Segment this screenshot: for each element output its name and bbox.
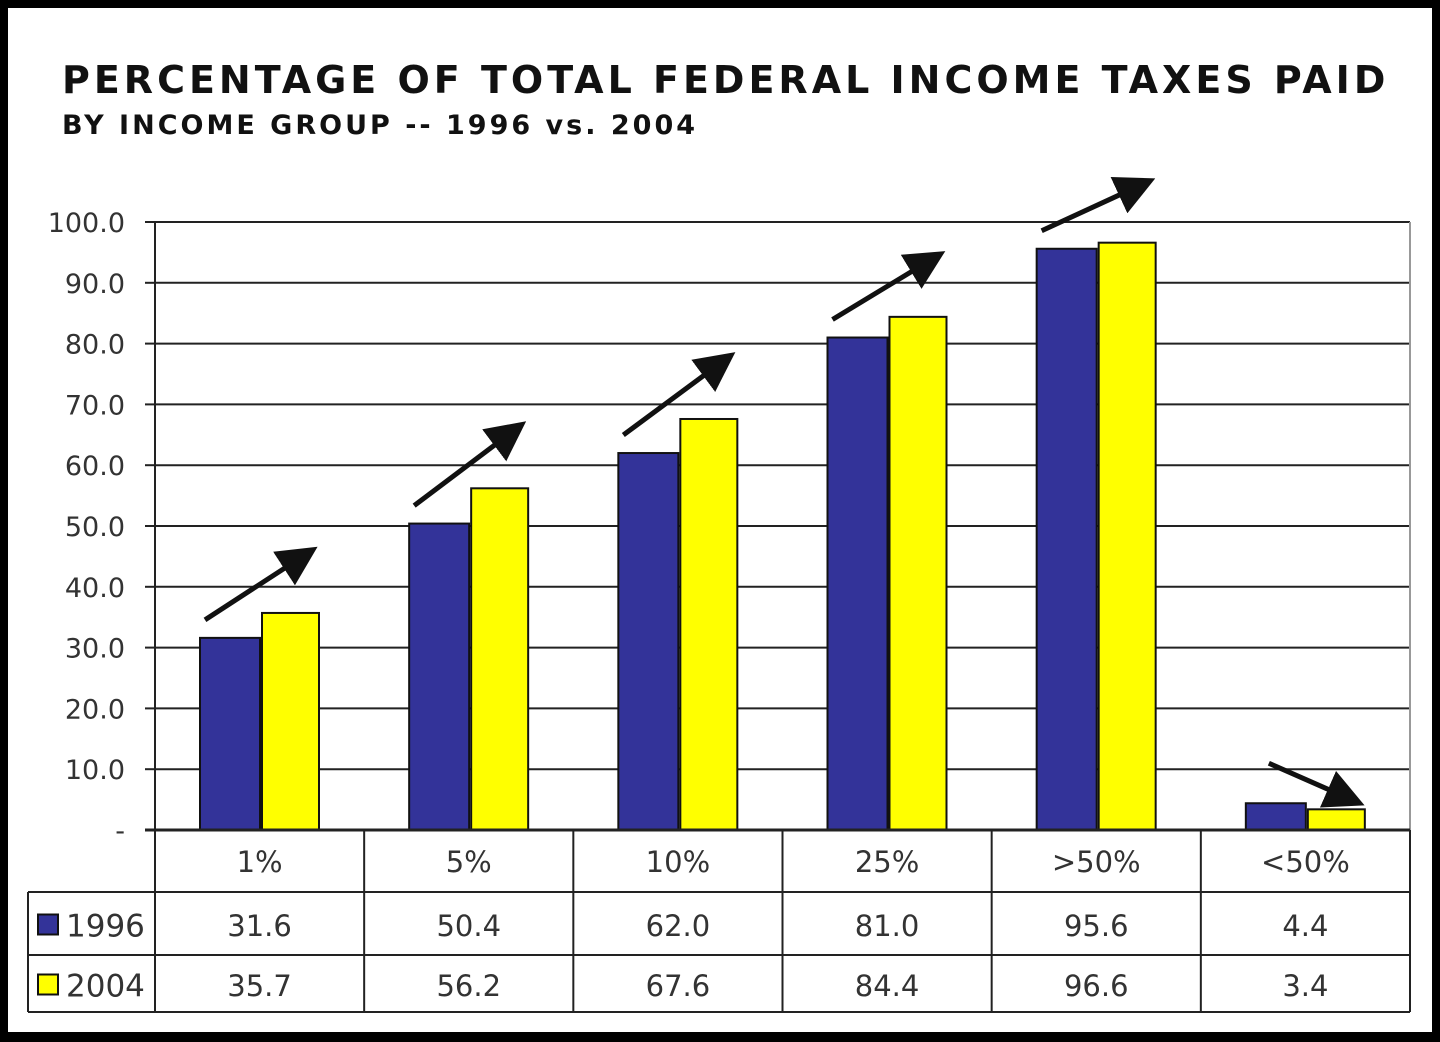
value-2004: 3.4 bbox=[1282, 969, 1328, 1003]
category-label: <50% bbox=[1261, 845, 1350, 879]
value-1996: 95.6 bbox=[1064, 909, 1129, 943]
value-2004: 84.4 bbox=[855, 969, 920, 1003]
value-1996: 81.0 bbox=[855, 909, 920, 943]
category-label: 25% bbox=[855, 845, 919, 879]
trend-up-arrow-icon bbox=[412, 421, 527, 508]
y-tick-label: - bbox=[115, 816, 125, 847]
y-tick-label: 100.0 bbox=[48, 208, 125, 239]
bar-1996 bbox=[1035, 247, 1098, 831]
bar-chart: - 10.0 20.0 30.0 40.0 50.0 60.0 70.0 80.0 90.0 100… bbox=[27, 176, 1411, 1013]
chart-title: PERCENTAGE OF TOTAL FEDERAL INCOME TAXES… bbox=[62, 58, 1390, 102]
bar-1996 bbox=[199, 636, 261, 832]
y-tick-label: 20.0 bbox=[65, 694, 125, 725]
value-1996: 62.0 bbox=[646, 909, 711, 943]
y-tick-label: 90.0 bbox=[65, 269, 125, 300]
bar-1996 bbox=[826, 336, 889, 831]
value-2004: 67.6 bbox=[646, 969, 711, 1003]
y-tick-label: 10.0 bbox=[65, 755, 125, 786]
value-2004: 35.7 bbox=[227, 969, 292, 1003]
y-tick-label: 50.0 bbox=[65, 512, 125, 543]
value-2004: 96.6 bbox=[1064, 969, 1129, 1003]
trend-up-arrow-icon bbox=[621, 352, 736, 438]
category-label: 1% bbox=[237, 845, 283, 879]
legend-swatch-2004 bbox=[37, 973, 59, 996]
y-tick-label: 70.0 bbox=[65, 390, 125, 421]
trend-up-arrow-icon bbox=[831, 251, 946, 322]
legend-label-2004: 2004 bbox=[66, 969, 145, 1005]
bar-2004 bbox=[888, 315, 948, 831]
bar-2004 bbox=[470, 487, 530, 831]
chart-subtitle: BY INCOME GROUP -- 1996 vs. 2004 bbox=[62, 110, 699, 141]
value-1996: 50.4 bbox=[436, 909, 501, 943]
value-1996: 31.6 bbox=[227, 909, 292, 943]
y-tick-label: 40.0 bbox=[65, 573, 125, 604]
y-tick-label: 30.0 bbox=[65, 634, 125, 665]
trend-up-arrow-icon bbox=[203, 546, 318, 622]
bar-2004 bbox=[261, 611, 320, 831]
category-label: 5% bbox=[446, 845, 492, 879]
bar-2004 bbox=[1097, 241, 1157, 831]
trend-down-arrow-icon bbox=[1267, 760, 1365, 808]
trend-up-arrow-icon bbox=[1040, 176, 1156, 234]
legend-label-1996: 1996 bbox=[66, 909, 145, 945]
bar-1996 bbox=[1244, 802, 1307, 831]
y-tick-label: 80.0 bbox=[65, 330, 125, 361]
value-1996: 4.4 bbox=[1282, 909, 1328, 943]
category-label: >50% bbox=[1052, 845, 1141, 879]
legend-swatch-1996 bbox=[37, 913, 59, 936]
y-tick-label: 60.0 bbox=[65, 451, 125, 482]
bar-1996 bbox=[617, 452, 680, 831]
bar-1996 bbox=[408, 522, 471, 831]
bar-2004 bbox=[1306, 808, 1366, 832]
value-2004: 56.2 bbox=[436, 969, 501, 1003]
category-label: 10% bbox=[646, 845, 710, 879]
bar-2004 bbox=[679, 417, 739, 831]
